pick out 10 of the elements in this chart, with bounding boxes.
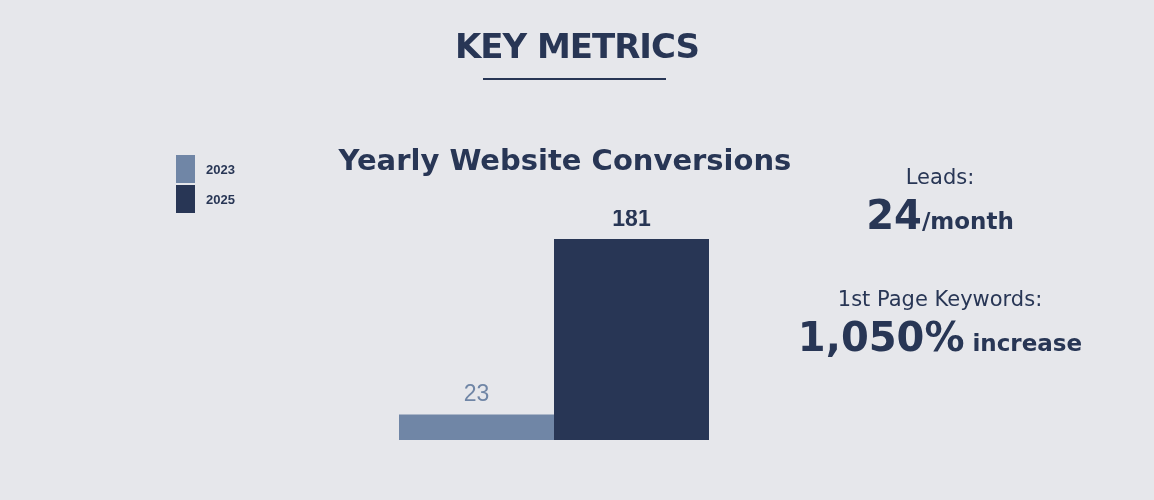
data-label: 181 <box>612 204 651 231</box>
text: KEY METRICS <box>453 26 701 66</box>
text: 24/month <box>866 192 1014 238</box>
chart-title: Yearly Website Conversions <box>337 143 793 177</box>
text: Leads: <box>904 165 976 189</box>
text: 1,050% increase <box>797 314 1083 360</box>
legend-label: 2025 <box>206 191 235 207</box>
legend-label: 2023 <box>206 161 235 177</box>
data-label: 23 <box>463 380 490 407</box>
text: 1st Page Keywords: <box>836 287 1044 311</box>
